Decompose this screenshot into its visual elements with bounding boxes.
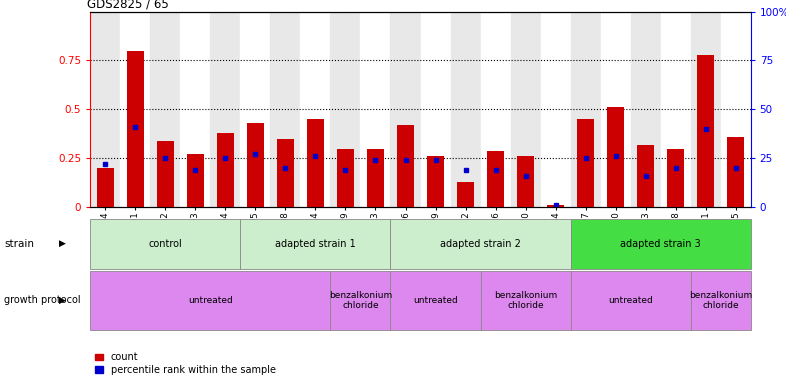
Bar: [578, 119, 594, 207]
Text: ▶: ▶: [59, 239, 66, 248]
Bar: [307, 119, 324, 207]
Bar: [337, 149, 354, 207]
Bar: [330, 12, 361, 207]
Text: benzalkonium
chloride: benzalkonium chloride: [494, 291, 557, 310]
Bar: [727, 137, 744, 207]
Text: benzalkonium
chloride: benzalkonium chloride: [329, 291, 392, 310]
Bar: [391, 12, 421, 207]
Bar: [157, 141, 174, 207]
Bar: [217, 133, 233, 207]
Bar: [361, 12, 391, 207]
Text: strain: strain: [4, 239, 34, 249]
Bar: [487, 151, 504, 207]
Bar: [517, 156, 534, 207]
Text: untreated: untreated: [188, 296, 233, 305]
Bar: [601, 12, 630, 207]
Text: untreated: untreated: [413, 296, 458, 305]
Bar: [277, 139, 294, 207]
Bar: [667, 149, 684, 207]
Legend: count, percentile rank within the sample: count, percentile rank within the sample: [95, 353, 276, 375]
Bar: [428, 156, 444, 207]
Text: control: control: [149, 239, 182, 249]
Bar: [181, 12, 211, 207]
Bar: [97, 168, 114, 207]
Bar: [547, 205, 564, 207]
Bar: [608, 108, 624, 207]
Bar: [187, 154, 204, 207]
Text: adapted strain 3: adapted strain 3: [620, 239, 701, 249]
Bar: [691, 12, 721, 207]
Text: benzalkonium
chloride: benzalkonium chloride: [689, 291, 752, 310]
Bar: [270, 12, 300, 207]
Bar: [90, 12, 120, 207]
Bar: [511, 12, 541, 207]
Bar: [630, 12, 660, 207]
Bar: [457, 182, 474, 207]
Text: adapted strain 1: adapted strain 1: [275, 239, 356, 249]
Bar: [367, 149, 384, 207]
Text: untreated: untreated: [608, 296, 653, 305]
Bar: [300, 12, 330, 207]
Bar: [248, 123, 264, 207]
Text: GDS2825 / 65: GDS2825 / 65: [87, 0, 169, 10]
Bar: [127, 51, 144, 207]
Bar: [211, 12, 241, 207]
Text: growth protocol: growth protocol: [4, 295, 80, 306]
Bar: [697, 55, 714, 207]
Bar: [397, 125, 413, 207]
Text: adapted strain 2: adapted strain 2: [440, 239, 521, 249]
Bar: [541, 12, 571, 207]
Bar: [660, 12, 691, 207]
Bar: [241, 12, 270, 207]
Bar: [150, 12, 181, 207]
Bar: [637, 145, 654, 207]
Bar: [120, 12, 150, 207]
Bar: [450, 12, 480, 207]
Bar: [571, 12, 601, 207]
Bar: [480, 12, 511, 207]
Bar: [421, 12, 450, 207]
Text: ▶: ▶: [59, 296, 66, 305]
Bar: [721, 12, 751, 207]
